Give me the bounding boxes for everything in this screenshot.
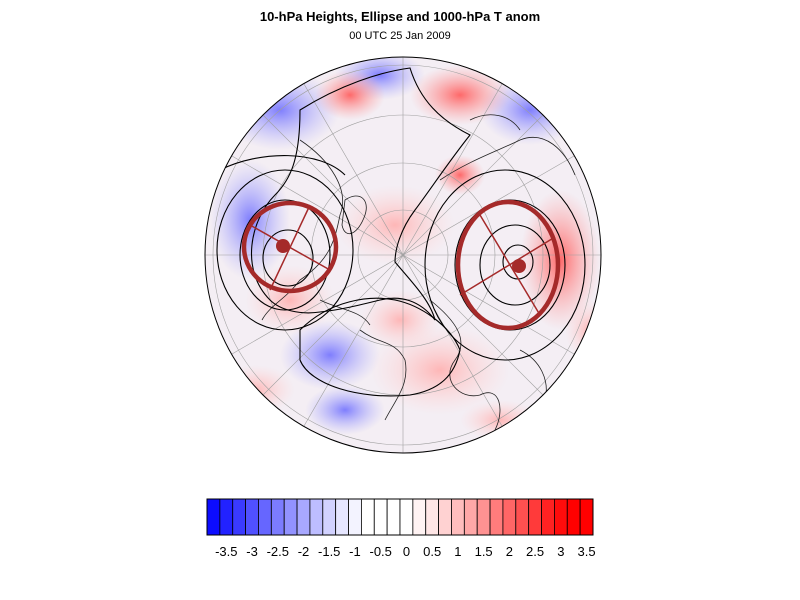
- coastlines: [261, 114, 576, 431]
- colorbar-swatch: [502, 498, 517, 536]
- colorbar-tick-label: 1: [454, 544, 461, 559]
- colorbar-swatch: [554, 498, 568, 536]
- colorbar-swatch: [309, 498, 324, 536]
- colorbar-tick-label: -1.5: [318, 544, 340, 559]
- colorbar-swatch: [579, 498, 594, 536]
- west-vortex-center: [276, 239, 290, 253]
- colorbar-tick-label: -2: [298, 544, 310, 559]
- colorbar-swatch: [489, 498, 504, 536]
- colorbar-swatch: [373, 498, 388, 536]
- east-vortex-center: [512, 259, 526, 273]
- colorbar-swatch: [541, 498, 555, 536]
- colorbar-tick-label: -3.5: [215, 544, 237, 559]
- colorbar-swatch: [463, 498, 478, 536]
- colorbar-tick-label: 0: [403, 544, 410, 559]
- colorbar-swatch: [322, 498, 337, 536]
- colorbar-tick-label: 1.5: [475, 544, 493, 559]
- colorbar-swatch: [528, 498, 542, 536]
- colorbar-swatch: [476, 498, 491, 536]
- colorbar-tick-label: 3: [557, 544, 564, 559]
- graticule: [205, 57, 601, 453]
- colorbar-tick-label: 3.5: [578, 544, 596, 559]
- colorbar-swatch: [296, 498, 311, 536]
- colorbar-swatch: [206, 498, 221, 536]
- colorbar-swatch: [399, 498, 414, 536]
- vortex-ellipses: [241, 199, 561, 331]
- east-vortex-ellipse: [455, 199, 561, 331]
- west-vortex-ellipse: [241, 200, 339, 294]
- colorbar-swatch: [412, 498, 427, 536]
- colorbar-swatch: [425, 498, 440, 536]
- colorbar-swatch: [270, 498, 285, 536]
- colorbar-tick-label: 0.5: [423, 544, 441, 559]
- colorbar-swatch: [566, 498, 581, 536]
- colorbar-swatch: [232, 498, 247, 536]
- colorbar-swatch: [360, 498, 375, 536]
- colorbar-tick-label: -0.5: [369, 544, 391, 559]
- colorbar-tick-label: 2: [506, 544, 513, 559]
- colorbar-tick-label: 2.5: [526, 544, 544, 559]
- colorbar-swatch: [348, 498, 362, 536]
- map-subtitle: 00 UTC 25 Jan 2009: [349, 30, 451, 42]
- colorbar-tick-label: -3: [246, 544, 258, 559]
- colorbar-tick-label: -1: [349, 544, 361, 559]
- colorbar-swatch: [283, 498, 298, 536]
- colorbar-swatch: [515, 498, 530, 536]
- map-title: 10-hPa Heights, Ellipse and 1000-hPa T a…: [259, 9, 541, 24]
- colorbar-swatch: [438, 498, 452, 536]
- map-border: [204, 56, 602, 454]
- colorbar-swatch: [386, 498, 401, 536]
- colorbar-tick-label: -2.5: [267, 544, 289, 559]
- colorbar-swatch: [451, 498, 465, 536]
- ellipse-axes: [249, 204, 556, 316]
- colorbar-swatch: [219, 498, 234, 536]
- colorbar-swatch: [258, 498, 272, 536]
- colorbar-swatches: [206, 498, 594, 536]
- colorbar-swatch: [335, 498, 349, 536]
- colorbar-swatch: [245, 498, 259, 536]
